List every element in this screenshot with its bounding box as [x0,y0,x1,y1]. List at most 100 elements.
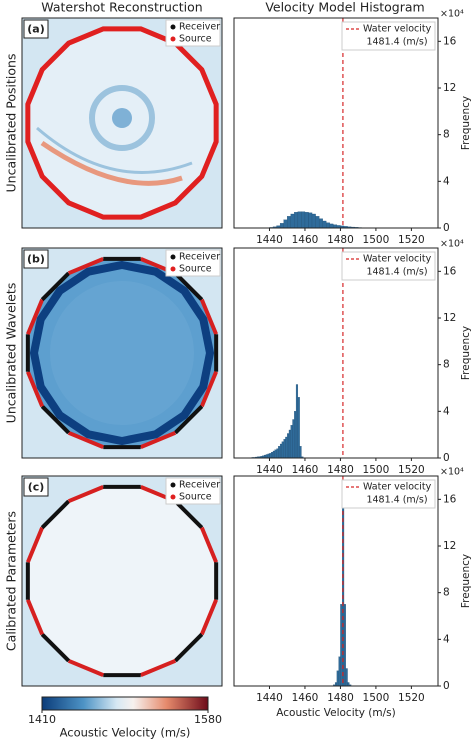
bar [344,604,346,686]
x-tick-label: 1440 [256,692,283,704]
y-tick-label: 12 [443,312,456,324]
y-multiplier: ×10⁴ [440,467,464,478]
reference-label: 1481.4 (m/s) [366,37,427,48]
row-label: Uncalibrated Positions [4,54,19,193]
y-tick-label: 16 [443,493,457,505]
y-tick-label: 8 [443,359,450,371]
bar [348,683,350,687]
x-axis-label: Acoustic Velocity (m/s) [276,707,395,719]
bar [298,397,300,458]
colorbar [42,697,208,710]
x-tick-label: 1520 [398,692,425,704]
x-tick-label: 1440 [256,234,283,246]
x-tick-label: 1480 [327,692,354,704]
x-tick-label: 1440 [256,464,283,476]
colorbar-label: Acoustic Velocity (m/s) [60,726,191,740]
panel-label: (a) [27,23,44,36]
y-tick-label: 8 [443,587,450,599]
legend-label: Water velocity [363,254,432,265]
legend-label: Receiver [179,480,220,491]
x-tick-label: 1460 [292,234,319,246]
legend-label: Water velocity [363,482,432,493]
artifact [50,281,194,425]
bar [319,219,323,228]
bar [280,223,284,228]
legend-marker [171,37,176,42]
x-tick-label: 1500 [363,464,390,476]
x-tick-label: 1480 [327,464,354,476]
bar [266,455,268,459]
bar [291,425,293,458]
panel-label: (b) [27,253,45,266]
legend-marker [171,495,176,500]
bar [312,214,316,228]
legend-marker [171,25,176,30]
legend-label: Source [179,492,212,503]
bar [291,214,295,228]
y-multiplier: ×10⁴ [440,239,464,250]
y-tick-label: 4 [443,633,450,645]
artifact [112,108,132,128]
y-tick-label: 12 [443,540,456,552]
legend-label: Source [179,264,212,275]
x-tick-label: 1480 [327,234,354,246]
y-tick-label: 4 [443,405,450,417]
y-tick-label: 0 [443,452,450,464]
bar [337,671,339,686]
bar [294,411,296,458]
y-tick-label: 16 [443,35,457,47]
y-multiplier: ×10⁴ [440,9,464,20]
y-tick-label: 0 [443,680,450,692]
legend-marker [171,267,176,272]
bar [268,454,270,458]
bar [289,430,291,458]
bar [296,385,298,459]
reference-label: 1481.4 (m/s) [366,495,427,506]
bar [294,212,298,228]
bar [277,449,279,458]
bar [278,446,280,458]
bar [316,216,320,228]
bar [300,446,302,458]
reference-label: 1481.4 (m/s) [366,267,427,278]
legend-label: Water velocity [363,24,432,35]
bar [284,439,286,458]
colorbar-tick-label: 1410 [28,713,56,726]
y-axis-label: Frequency [460,554,472,608]
x-tick-label: 1520 [398,234,425,246]
y-axis-label: Frequency [460,96,472,150]
x-tick-label: 1520 [398,464,425,476]
colorbar-tick-label: 1580 [194,713,222,726]
bar [301,212,305,228]
bar [285,437,287,458]
bar [339,657,341,686]
legend-marker [171,483,176,488]
bar [293,420,295,459]
legend-label: Source [179,34,212,45]
bar [275,450,277,458]
bar [340,604,342,686]
y-tick-label: 8 [443,129,450,141]
bar [269,453,271,458]
bar [305,212,309,228]
column-title: Watershot Reconstruction [41,0,202,15]
legend-marker [171,255,176,260]
y-tick-label: 4 [443,175,450,187]
bar [287,434,289,459]
x-tick-label: 1500 [363,234,390,246]
bar [323,221,327,228]
y-tick-label: 0 [443,222,450,234]
bar [346,669,348,687]
bar [309,213,313,228]
column-title: Velocity Model Histogram [265,0,424,15]
x-tick-label: 1460 [292,692,319,704]
bar [273,451,275,458]
bar [326,223,330,228]
bar [287,216,291,228]
y-tick-label: 12 [443,82,456,94]
row-label: Uncalibrated Wavelets [4,283,19,424]
panel-label: (c) [28,481,45,494]
row-label: Calibrated Parameters [4,511,19,651]
legend-label: Receiver [179,22,220,33]
